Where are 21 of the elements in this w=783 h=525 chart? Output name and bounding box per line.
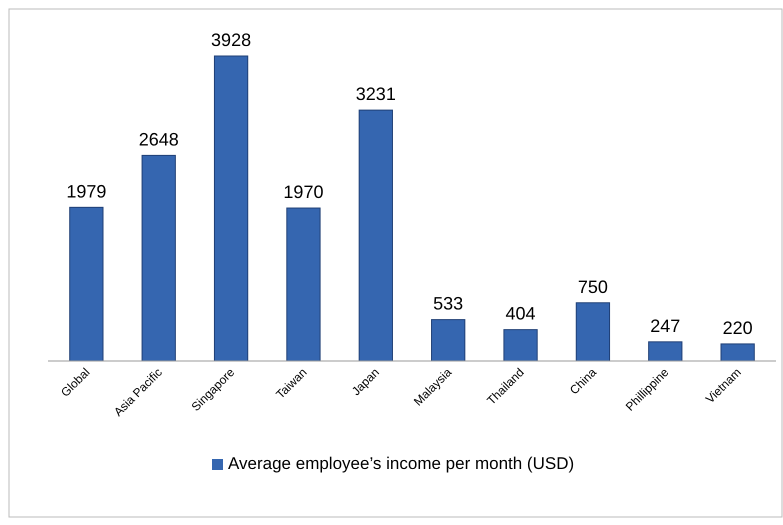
data-label: 404 [506, 304, 536, 324]
data-label: 2648 [138, 129, 179, 150]
data-label: 1979 [66, 181, 106, 202]
data-label: 247 [650, 316, 680, 336]
bar [358, 110, 393, 362]
bar [503, 329, 538, 362]
bar [576, 302, 610, 362]
data-label: 1970 [283, 182, 324, 202]
data-label: 220 [722, 318, 753, 338]
data-label: 3928 [211, 30, 252, 50]
legend-label: Average employee’s income per month (USD) [228, 454, 574, 473]
bar [431, 319, 466, 362]
bar [720, 343, 755, 362]
bar [648, 341, 682, 362]
data-label: 533 [433, 294, 464, 314]
data-label: 3231 [356, 84, 396, 104]
bar [142, 154, 176, 362]
bar [69, 206, 104, 362]
data-label: 750 [578, 276, 608, 297]
bar [286, 208, 321, 362]
bar [214, 56, 248, 362]
